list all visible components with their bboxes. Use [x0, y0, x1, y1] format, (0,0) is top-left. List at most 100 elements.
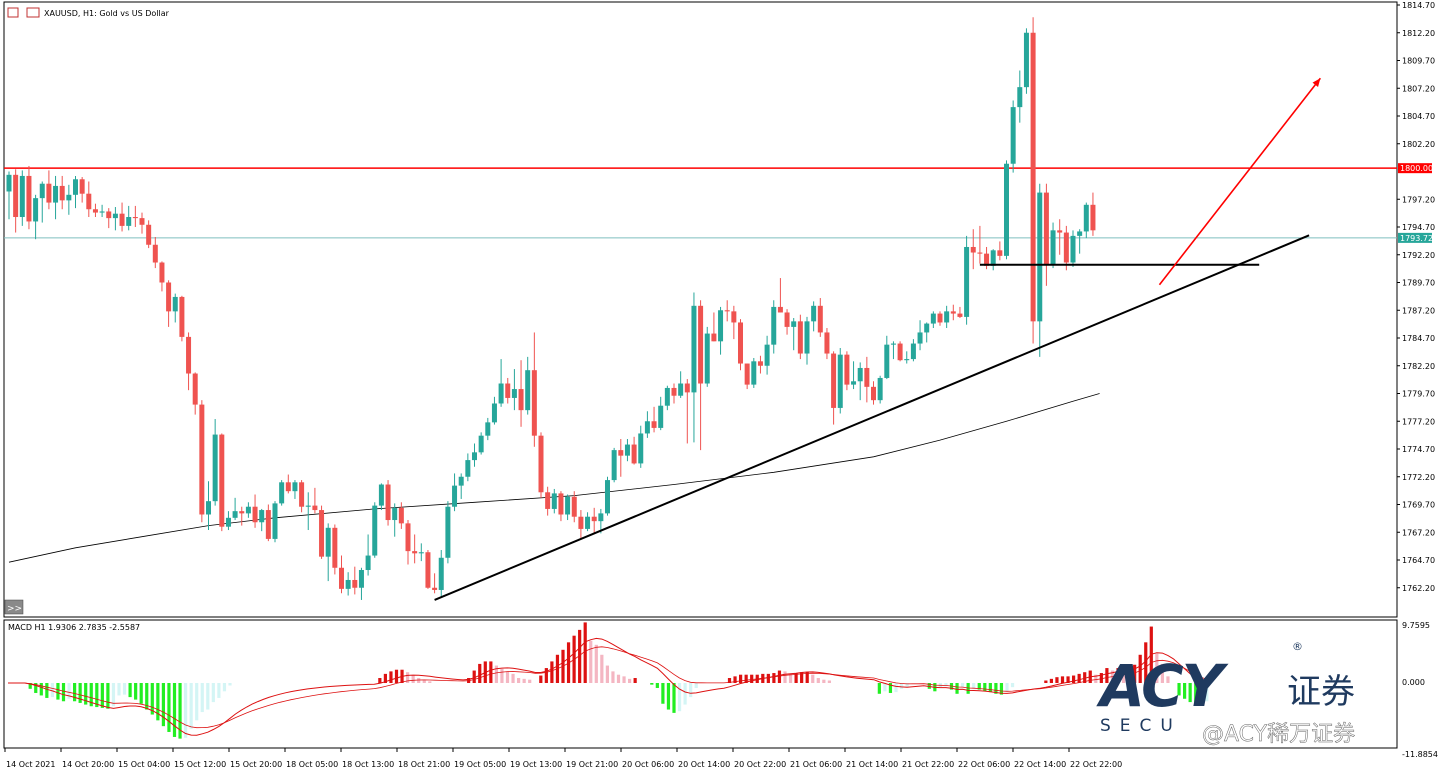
- candle-body[interactable]: [378, 484, 384, 506]
- candle-body[interactable]: [119, 213, 125, 226]
- candle-body[interactable]: [804, 321, 810, 354]
- candle-body[interactable]: [385, 484, 391, 521]
- candle-body[interactable]: [711, 333, 717, 342]
- candle-body[interactable]: [126, 217, 132, 226]
- candle-body[interactable]: [844, 354, 850, 385]
- candle-body[interactable]: [531, 370, 537, 436]
- chart-type-icon[interactable]: [26, 7, 40, 18]
- candle-body[interactable]: [465, 460, 471, 477]
- candle-body[interactable]: [239, 511, 245, 514]
- candle-body[interactable]: [159, 262, 165, 283]
- candle-body[interactable]: [46, 183, 52, 203]
- candle-body[interactable]: [1004, 163, 1009, 256]
- candle-body[interactable]: [112, 213, 118, 219]
- candle-body[interactable]: [851, 381, 857, 385]
- candle-body[interactable]: [884, 344, 890, 378]
- candle-body[interactable]: [392, 507, 398, 521]
- candle-body[interactable]: [319, 510, 325, 557]
- candle-body[interactable]: [212, 434, 218, 502]
- candle-body[interactable]: [558, 493, 564, 515]
- candle-body[interactable]: [225, 517, 231, 527]
- candle-body[interactable]: [1023, 32, 1029, 88]
- candle-body[interactable]: [365, 555, 371, 570]
- candle-body[interactable]: [92, 209, 98, 213]
- candle-body[interactable]: [811, 305, 817, 322]
- candle-body[interactable]: [591, 516, 597, 522]
- candle-body[interactable]: [651, 421, 657, 428]
- candle-body[interactable]: [259, 510, 265, 523]
- candle-body[interactable]: [904, 359, 910, 361]
- candle-body[interactable]: [984, 253, 990, 266]
- candle-body[interactable]: [890, 343, 896, 345]
- candle-body[interactable]: [824, 332, 830, 354]
- candle-body[interactable]: [718, 310, 724, 342]
- candle-body[interactable]: [831, 353, 837, 408]
- candle-body[interactable]: [924, 323, 930, 333]
- candle-body[interactable]: [425, 552, 431, 588]
- candle-body[interactable]: [152, 244, 158, 263]
- candle-body[interactable]: [917, 332, 923, 344]
- candle-body[interactable]: [99, 211, 105, 213]
- candle-body[interactable]: [684, 383, 690, 393]
- candle-body[interactable]: [957, 313, 963, 317]
- candle-body[interactable]: [1077, 231, 1083, 236]
- candle-body[interactable]: [1043, 192, 1049, 265]
- candle-body[interactable]: [325, 527, 331, 557]
- candle-body[interactable]: [658, 405, 664, 428]
- candle-body[interactable]: [485, 422, 491, 436]
- candle-body[interactable]: [771, 306, 777, 345]
- candle-body[interactable]: [605, 480, 610, 514]
- candle-body[interactable]: [525, 370, 531, 411]
- scroll-button[interactable]: [4, 599, 24, 615]
- candle-body[interactable]: [339, 567, 344, 589]
- candle-body[interactable]: [837, 354, 843, 408]
- candle-body[interactable]: [910, 343, 916, 360]
- candle-body[interactable]: [19, 175, 25, 218]
- candle-body[interactable]: [671, 387, 677, 396]
- candle-body[interactable]: [252, 506, 258, 523]
- candle-body[interactable]: [265, 510, 271, 539]
- candle-body[interactable]: [438, 557, 444, 590]
- candle-body[interactable]: [970, 246, 976, 253]
- candle-body[interactable]: [491, 403, 497, 423]
- candle-body[interactable]: [1070, 235, 1076, 263]
- candle-body[interactable]: [964, 246, 970, 317]
- candle-body[interactable]: [358, 569, 364, 588]
- candle-body[interactable]: [146, 224, 152, 245]
- candle-body[interactable]: [950, 311, 956, 314]
- candle-body[interactable]: [312, 505, 318, 511]
- candle-body[interactable]: [704, 333, 710, 384]
- candle-body[interactable]: [571, 496, 577, 517]
- candle-body[interactable]: [598, 513, 604, 522]
- candle-body[interactable]: [731, 311, 737, 323]
- candle-body[interactable]: [797, 321, 803, 354]
- candle-body[interactable]: [73, 179, 78, 195]
- candle-body[interactable]: [565, 496, 571, 515]
- candle-body[interactable]: [86, 193, 92, 210]
- candle-body[interactable]: [139, 218, 145, 225]
- candle-body[interactable]: [757, 361, 763, 366]
- candle-body[interactable]: [1083, 204, 1089, 232]
- candle-body[interactable]: [292, 482, 298, 492]
- candle-body[interactable]: [39, 183, 45, 199]
- candle-body[interactable]: [764, 344, 770, 366]
- candle-body[interactable]: [1037, 192, 1043, 322]
- candle-body[interactable]: [551, 493, 557, 509]
- candle-body[interactable]: [412, 551, 418, 554]
- candle-body[interactable]: [372, 505, 378, 556]
- candle-body[interactable]: [59, 185, 65, 201]
- candle-body[interactable]: [638, 433, 644, 464]
- candle-body[interactable]: [585, 516, 591, 529]
- candle-body[interactable]: [897, 343, 903, 361]
- candle-body[interactable]: [206, 501, 211, 515]
- candle-body[interactable]: [405, 523, 411, 552]
- candle-body[interactable]: [132, 217, 138, 219]
- candle-body[interactable]: [305, 505, 311, 507]
- candle-body[interactable]: [1057, 230, 1063, 233]
- candle-body[interactable]: [664, 387, 670, 406]
- candle-body[interactable]: [698, 305, 704, 384]
- candle-body[interactable]: [777, 306, 783, 313]
- scroll-button-label[interactable]: >>: [7, 604, 22, 614]
- candle-body[interactable]: [791, 321, 797, 327]
- candle-body[interactable]: [744, 363, 750, 385]
